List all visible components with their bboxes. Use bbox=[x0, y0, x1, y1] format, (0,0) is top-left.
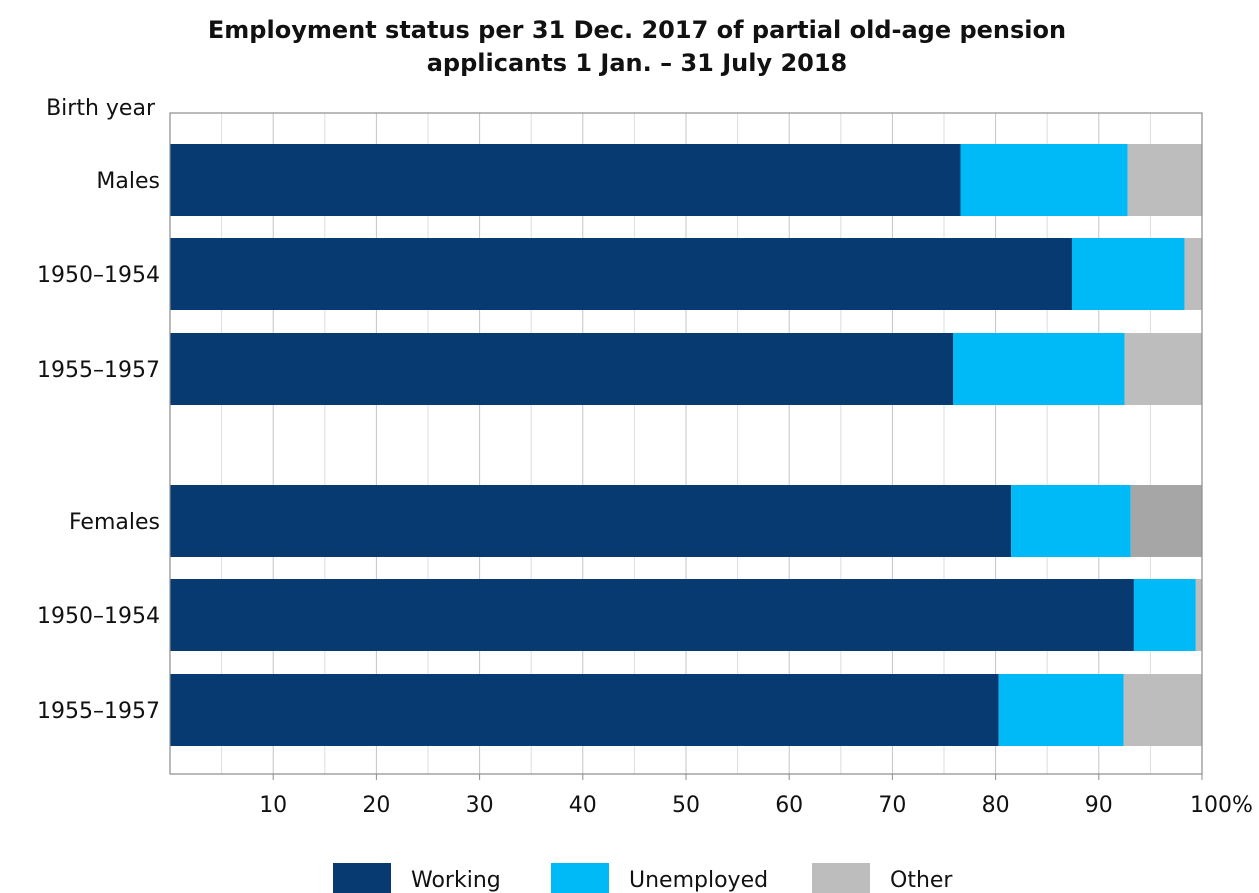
legend-swatch-unemployed bbox=[551, 863, 609, 893]
bar-segment-other bbox=[1195, 579, 1202, 651]
category-label: 1955–1957 bbox=[37, 699, 160, 724]
bar-segment-unemployed bbox=[1133, 579, 1196, 651]
bar-segment-unemployed bbox=[998, 674, 1124, 746]
category-labels: Males 1950–1954 1955–1957 Females 1950–1954 1… bbox=[37, 169, 160, 724]
bar-segment-other bbox=[1130, 485, 1202, 557]
chart-title-line-1: Employment status per 31 Dec. 2017 of pa… bbox=[208, 16, 1066, 44]
x-tick-label: 60 bbox=[775, 793, 803, 818]
y-axis-label: Birth year bbox=[46, 96, 156, 121]
gridlines bbox=[221, 113, 1151, 774]
bar-segment-unemployed bbox=[960, 144, 1128, 216]
bar-segment-working bbox=[170, 333, 954, 405]
legend-label-working: Working bbox=[411, 868, 501, 893]
x-tick-label: 30 bbox=[466, 793, 494, 818]
legend: Working Unemployed Other bbox=[333, 863, 953, 893]
x-tick-label: 80 bbox=[982, 793, 1010, 818]
x-axis-ticks: 10 20 30 40 50 60 70 80 90 100% bbox=[259, 774, 1253, 818]
legend-label-other: Other bbox=[890, 868, 953, 893]
category-label: Females bbox=[69, 510, 160, 535]
bar-segment-working bbox=[170, 485, 1012, 557]
bar-segment-unemployed bbox=[1011, 485, 1131, 557]
bar-segment-unemployed bbox=[1071, 238, 1185, 310]
bar-segment-working bbox=[170, 579, 1134, 651]
bar-segment-other bbox=[1127, 144, 1202, 216]
x-tick-label: 10 bbox=[259, 793, 287, 818]
legend-swatch-working bbox=[333, 863, 391, 893]
category-label: Males bbox=[96, 169, 160, 194]
legend-label-unemployed: Unemployed bbox=[629, 868, 768, 893]
bar-segment-working bbox=[170, 674, 999, 746]
legend-swatch-other bbox=[812, 863, 870, 893]
x-tick-label: 40 bbox=[569, 793, 597, 818]
bar-segment-other bbox=[1184, 238, 1202, 310]
bar-segment-working bbox=[170, 144, 961, 216]
x-tick-label: 20 bbox=[362, 793, 390, 818]
x-tick-label: 70 bbox=[878, 793, 906, 818]
category-label: 1955–1957 bbox=[37, 358, 160, 383]
chart-title-line-2: applicants 1 Jan. – 31 July 2018 bbox=[427, 49, 848, 77]
bar-segment-other bbox=[1123, 674, 1202, 746]
x-tick-label: 50 bbox=[672, 793, 700, 818]
x-tick-label: 100% bbox=[1190, 793, 1253, 818]
category-label: 1950–1954 bbox=[37, 604, 160, 629]
bars bbox=[170, 144, 1202, 746]
bar-segment-unemployed bbox=[953, 333, 1125, 405]
bar-segment-working bbox=[170, 238, 1072, 310]
x-tick-label: 90 bbox=[1085, 793, 1113, 818]
category-label: 1950–1954 bbox=[37, 263, 160, 288]
bar-segment-other bbox=[1124, 333, 1202, 405]
